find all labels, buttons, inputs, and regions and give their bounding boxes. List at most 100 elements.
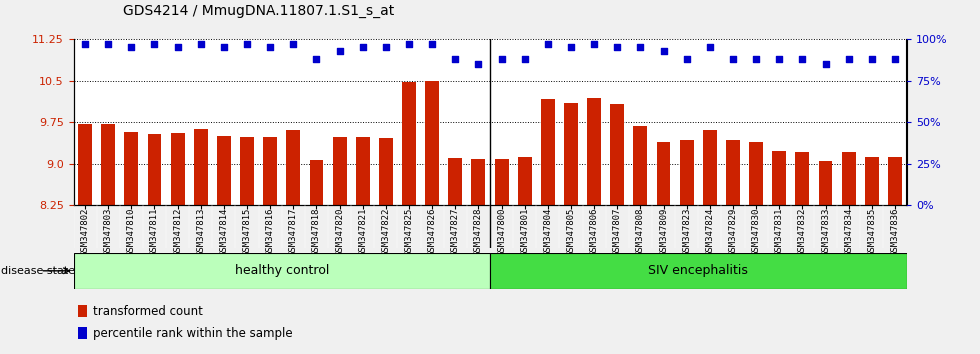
Text: GSM347829: GSM347829 [728, 207, 738, 256]
Bar [286, 131, 300, 205]
Bar [842, 152, 856, 205]
Text: GSM347820: GSM347820 [335, 207, 344, 256]
Bar [772, 151, 786, 205]
Text: GSM347823: GSM347823 [682, 207, 691, 256]
Bar [749, 142, 763, 205]
Point [494, 56, 510, 62]
Point [564, 45, 579, 50]
Bar [402, 82, 416, 205]
Text: GSM347805: GSM347805 [566, 207, 575, 256]
Text: GSM347825: GSM347825 [405, 207, 414, 256]
Point [309, 56, 324, 62]
Bar [495, 159, 509, 205]
Point [263, 45, 278, 50]
Bar [611, 104, 624, 205]
Bar [101, 124, 115, 205]
Text: GSM347833: GSM347833 [821, 207, 830, 256]
Text: GSM347804: GSM347804 [543, 207, 553, 256]
Bar [471, 159, 485, 205]
Point [332, 48, 348, 53]
Text: GSM347801: GSM347801 [520, 207, 529, 256]
Point [540, 41, 556, 47]
Point [771, 56, 787, 62]
Point [355, 45, 370, 50]
Point [516, 56, 532, 62]
Bar [425, 81, 439, 205]
Bar [888, 157, 902, 205]
Text: GSM347821: GSM347821 [359, 207, 368, 256]
Point [887, 56, 903, 62]
Text: GSM347807: GSM347807 [612, 207, 621, 256]
Text: GSM347832: GSM347832 [798, 207, 807, 256]
Point [795, 56, 810, 62]
Point [147, 41, 163, 47]
Text: transformed count: transformed count [93, 305, 203, 318]
Bar [148, 134, 162, 205]
Bar [633, 126, 648, 205]
Text: GSM347809: GSM347809 [659, 207, 668, 256]
Point [470, 61, 486, 67]
Bar [379, 138, 393, 205]
Bar [124, 132, 138, 205]
Bar [264, 137, 277, 205]
Point [656, 48, 671, 53]
Point [864, 56, 880, 62]
Bar [78, 124, 92, 205]
Text: GSM347824: GSM347824 [706, 207, 714, 256]
Text: GSM347812: GSM347812 [173, 207, 182, 256]
Text: GSM347815: GSM347815 [242, 207, 252, 256]
Point [285, 41, 301, 47]
Bar [310, 160, 323, 205]
Text: GSM347826: GSM347826 [427, 207, 437, 256]
Text: GSM347808: GSM347808 [636, 207, 645, 256]
Bar [564, 103, 578, 205]
Text: GSM347818: GSM347818 [312, 207, 321, 256]
Bar [217, 136, 231, 205]
Point [632, 45, 648, 50]
Bar [703, 131, 716, 205]
Bar [332, 137, 347, 205]
Point [586, 41, 602, 47]
Bar [657, 142, 670, 205]
Bar [448, 158, 463, 205]
Point [401, 41, 416, 47]
Bar [74, 253, 490, 289]
Point [123, 45, 139, 50]
Point [100, 41, 116, 47]
Bar [78, 305, 87, 317]
Point [193, 41, 209, 47]
Bar [194, 129, 208, 205]
Text: disease state: disease state [1, 266, 75, 276]
Text: GSM347806: GSM347806 [590, 207, 599, 256]
Text: GSM347831: GSM347831 [775, 207, 784, 256]
Point [424, 41, 440, 47]
Point [841, 56, 857, 62]
Point [610, 45, 625, 50]
Text: GSM347811: GSM347811 [150, 207, 159, 256]
Bar [490, 253, 906, 289]
Bar [517, 157, 531, 205]
Text: GSM347802: GSM347802 [80, 207, 89, 256]
Bar [78, 327, 87, 339]
Text: GSM347822: GSM347822 [381, 207, 390, 256]
Bar [171, 133, 184, 205]
Point [817, 61, 833, 67]
Bar [541, 99, 555, 205]
Text: GSM347834: GSM347834 [844, 207, 854, 256]
Text: GSM347810: GSM347810 [126, 207, 136, 256]
Text: SIV encephalitis: SIV encephalitis [649, 264, 748, 277]
Text: GSM347828: GSM347828 [474, 207, 483, 256]
Text: GSM347816: GSM347816 [266, 207, 274, 256]
Bar [726, 141, 740, 205]
Text: healthy control: healthy control [234, 264, 329, 277]
Point [77, 41, 93, 47]
Bar [356, 137, 369, 205]
Text: GSM347800: GSM347800 [497, 207, 506, 256]
Text: GSM347836: GSM347836 [891, 207, 900, 256]
Point [725, 56, 741, 62]
Text: GSM347803: GSM347803 [104, 207, 113, 256]
Point [378, 45, 394, 50]
Bar [587, 98, 601, 205]
Text: GSM347817: GSM347817 [289, 207, 298, 256]
Bar [865, 157, 879, 205]
